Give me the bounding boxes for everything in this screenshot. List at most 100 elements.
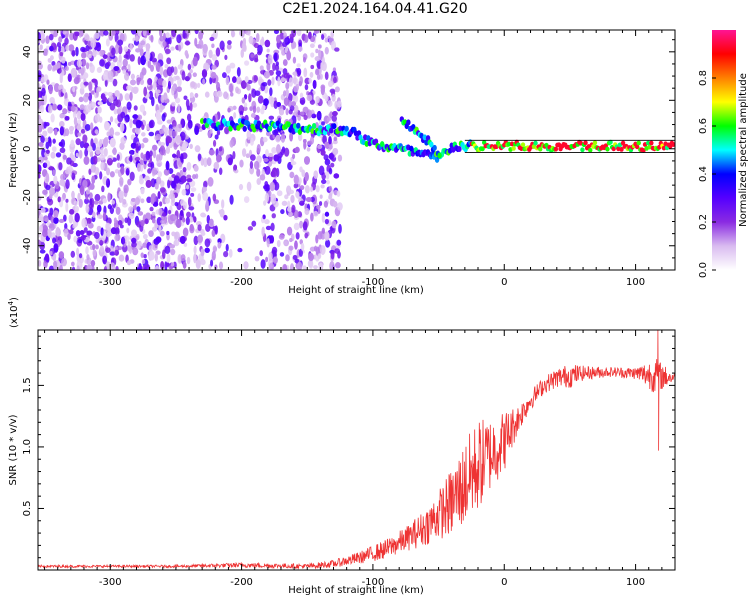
noise-patch <box>324 218 329 225</box>
noise-patch <box>38 72 42 82</box>
noise-patch <box>91 78 98 83</box>
noise-patch <box>47 126 54 134</box>
noise-patch <box>161 212 167 217</box>
noise-patch <box>250 53 255 58</box>
noise-patch <box>100 161 105 171</box>
noise-patch <box>42 189 48 195</box>
noise-patch <box>303 67 308 78</box>
noise-patch <box>87 145 93 153</box>
noise-patch <box>137 56 141 66</box>
noise-patch <box>68 229 74 235</box>
noise-patch <box>130 79 137 86</box>
noise-patch <box>280 133 286 143</box>
noise-patch <box>49 96 55 104</box>
noise-patch <box>187 119 193 129</box>
noise-patch <box>154 182 159 190</box>
noise-patch <box>159 30 163 37</box>
noise-patch <box>216 154 221 163</box>
noise-patch <box>177 64 183 70</box>
noise-patch <box>156 160 163 167</box>
spectrogram-heatmap <box>38 30 675 270</box>
noise-patch <box>165 160 170 171</box>
noise-patch <box>150 34 154 43</box>
noise-patch <box>265 225 272 231</box>
noise-patch <box>233 164 238 171</box>
noise-patch <box>38 164 42 173</box>
noise-patch <box>248 93 252 103</box>
noise-patch <box>249 166 255 175</box>
noise-patch <box>79 30 84 37</box>
noise-patch <box>313 210 319 217</box>
noise-patch <box>186 174 192 179</box>
noise-patch <box>107 70 114 80</box>
noise-patch <box>292 94 299 104</box>
carrier-mark <box>411 123 416 130</box>
noise-patch <box>139 159 144 166</box>
noise-patch <box>160 219 166 225</box>
noise-patch <box>107 91 113 97</box>
carrier-mark <box>553 146 559 152</box>
noise-patch <box>105 167 111 176</box>
noise-patch <box>142 30 147 37</box>
noise-patch <box>130 142 137 149</box>
noise-patch <box>309 99 316 105</box>
colorbar: 0.0 0.2 0.4 0.6 0.8 Normalized spectral ampl… <box>698 30 749 278</box>
noise-patch <box>302 265 307 270</box>
noise-patch <box>193 245 197 255</box>
noise-patch <box>253 75 259 82</box>
noise-patch <box>321 179 327 185</box>
noise-patch <box>182 30 186 39</box>
noise-patch <box>48 137 52 147</box>
noise-patch <box>262 214 266 220</box>
noise-patch <box>209 36 215 42</box>
noise-patch <box>178 254 182 263</box>
noise-patch <box>170 46 175 51</box>
noise-patch <box>154 89 161 94</box>
noise-patch <box>86 62 90 70</box>
noise-patch <box>48 166 55 171</box>
carrier-mark <box>641 148 646 153</box>
noise-patch <box>257 95 264 104</box>
noise-patch <box>172 130 177 138</box>
noise-patch <box>285 254 290 262</box>
carrier-mark <box>634 144 640 150</box>
noise-patch <box>221 199 225 209</box>
noise-patch <box>183 95 188 100</box>
noise-patch <box>88 168 92 175</box>
noise-patch <box>89 183 95 190</box>
noise-patch <box>174 201 179 207</box>
noise-patch <box>293 183 299 189</box>
noise-patch <box>186 256 191 265</box>
noise-patch <box>60 173 66 181</box>
noise-patch <box>291 204 296 213</box>
noise-patch <box>242 37 247 46</box>
noise-patch <box>147 78 153 86</box>
noise-patch <box>282 90 287 97</box>
noise-patch <box>99 116 103 123</box>
noise-patch <box>109 127 115 138</box>
noise-patch <box>271 246 278 255</box>
noise-patch <box>124 72 130 81</box>
carrier-mark <box>379 141 385 148</box>
carrier-mark <box>296 122 301 129</box>
noise-patch <box>183 242 188 247</box>
noise-patch <box>173 89 178 100</box>
noise-patch <box>312 79 317 89</box>
carrier-mark <box>424 139 429 146</box>
noise-patch <box>63 228 69 238</box>
noise-patch <box>71 155 77 163</box>
noise-patch <box>308 77 312 84</box>
noise-patch <box>85 189 91 195</box>
noise-patch <box>59 52 64 57</box>
noise-patch <box>184 76 190 82</box>
carrier-mark <box>199 118 205 125</box>
noise-patch <box>256 50 262 56</box>
noise-patch <box>216 129 221 136</box>
noise-patch <box>117 39 124 46</box>
noise-patch <box>330 162 335 168</box>
noise-patch <box>67 61 72 66</box>
noise-patch <box>86 217 92 224</box>
noise-patch <box>165 32 170 39</box>
noise-patch <box>235 86 239 94</box>
noise-patch <box>135 48 141 53</box>
